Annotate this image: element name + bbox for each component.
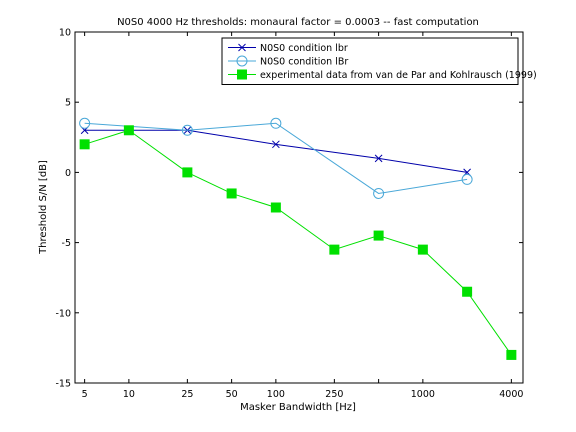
- series-line: [84, 122, 468, 194]
- data-point: [329, 244, 340, 255]
- data-point: [236, 55, 248, 67]
- legend-box: [221, 37, 519, 85]
- data-point: [374, 154, 383, 163]
- x-tick-label: 4000: [499, 389, 523, 400]
- legend-entry: experimental data from van de Par and Ko…: [228, 69, 537, 81]
- legend-entry: N0S0 condition lBr: [228, 55, 348, 68]
- data-point: [373, 230, 384, 241]
- data-point: [270, 202, 281, 213]
- legend-entry: N0S0 condition lbr: [228, 43, 348, 54]
- y-tick-label: -10: [55, 308, 71, 319]
- data-point: [272, 140, 280, 149]
- data-point: [79, 117, 91, 129]
- legend-label: N0S0 condition lbr: [260, 43, 348, 54]
- x-tick-label: 250: [325, 389, 343, 400]
- series-line: [84, 129, 468, 173]
- series-line: [84, 129, 512, 356]
- x-tick-label: 50: [226, 389, 238, 400]
- legend-label: N0S0 condition lBr: [260, 57, 348, 68]
- x-tick-label: 1000: [411, 389, 435, 400]
- series: [79, 117, 473, 199]
- data-point: [79, 139, 90, 150]
- series-layer: [79, 117, 517, 360]
- chart-title: N0S0 4000 Hz thresholds: monaural factor…: [117, 17, 479, 28]
- data-point: [373, 187, 385, 199]
- plot-area: [74, 31, 524, 384]
- x-tick-label: 10: [123, 389, 135, 400]
- y-axis-title: Threshold S/N [dB]: [38, 160, 49, 255]
- y-tick-label: 0: [65, 168, 71, 179]
- y-tick-label: -15: [55, 379, 71, 390]
- data-point: [181, 124, 193, 136]
- legend: N0S0 condition lbr N0S0 condition lBr expe…: [221, 37, 537, 85]
- data-point: [417, 244, 428, 255]
- data-point: [462, 286, 473, 297]
- x-tick-label: 5: [82, 389, 88, 400]
- x-tick-label: 25: [181, 389, 193, 400]
- y-tick-label: 5: [65, 98, 71, 109]
- y-tick-label: 10: [59, 28, 71, 39]
- y-tick-label: -5: [62, 238, 71, 249]
- series: [80, 126, 471, 177]
- data-point: [270, 117, 282, 129]
- data-point: [238, 43, 246, 52]
- x-axis-title: Masker Bandwidth [Hz]: [240, 402, 356, 413]
- data-point: [461, 173, 473, 185]
- data-point: [506, 349, 517, 360]
- data-point: [182, 167, 193, 178]
- legend-label: experimental data from van de Par and Ko…: [260, 70, 537, 81]
- x-tick-label: 100: [267, 389, 285, 400]
- data-point: [226, 188, 237, 199]
- data-point: [123, 125, 134, 136]
- data-point: [237, 69, 247, 80]
- series: [79, 125, 517, 360]
